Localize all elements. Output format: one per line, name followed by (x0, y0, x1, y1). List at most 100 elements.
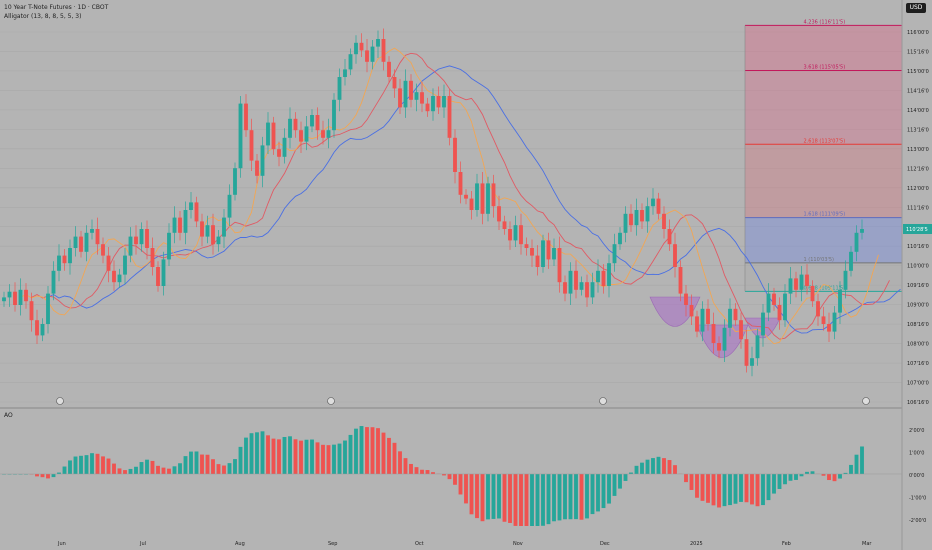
candle-body[interactable] (662, 213, 666, 229)
candle-body[interactable] (387, 61, 391, 77)
candle-body[interactable] (112, 270, 116, 283)
candle-body[interactable] (35, 320, 39, 336)
candle-body[interactable] (788, 278, 793, 294)
candle-body[interactable] (502, 221, 507, 229)
candle-body[interactable] (277, 149, 281, 157)
candle-body[interactable] (7, 291, 12, 298)
candle-body[interactable] (546, 240, 551, 260)
candle-body[interactable] (244, 103, 248, 131)
candle-body[interactable] (574, 270, 578, 290)
candle-body[interactable] (315, 115, 320, 131)
candle-body[interactable] (497, 206, 501, 222)
candle-body[interactable] (409, 80, 413, 100)
candle-body[interactable] (337, 77, 342, 100)
candle-body[interactable] (491, 183, 496, 207)
candle-body[interactable] (282, 137, 287, 157)
candle-body[interactable] (777, 305, 782, 321)
candle-body[interactable] (607, 263, 611, 286)
candle-body[interactable] (321, 130, 325, 138)
candle-body[interactable] (365, 50, 369, 62)
candle-body[interactable] (211, 225, 215, 245)
candle-body[interactable] (178, 217, 182, 233)
candle-body[interactable] (722, 327, 727, 351)
candle-body[interactable] (535, 255, 540, 267)
candle-body[interactable] (420, 92, 424, 104)
candle-body[interactable] (590, 282, 595, 298)
candle-body[interactable] (117, 274, 122, 283)
candle-body[interactable] (139, 229, 144, 245)
candle-body[interactable] (18, 289, 23, 305)
candle-body[interactable] (332, 99, 336, 131)
candle-body[interactable] (167, 232, 171, 260)
candle-body[interactable] (73, 236, 78, 248)
price-axis[interactable]: 116'00'0 115'16'0 115'00'0 114'16'0 114'00'0… (903, 30, 932, 406)
candle-body[interactable] (200, 221, 204, 237)
candle-body[interactable] (453, 137, 457, 172)
candle-body[interactable] (744, 339, 749, 366)
candle-body[interactable] (579, 282, 584, 290)
candle-body[interactable] (134, 236, 138, 245)
candle-body[interactable] (189, 202, 193, 210)
candle-body[interactable] (51, 270, 56, 294)
candle-body[interactable] (601, 270, 606, 286)
candle-body[interactable] (810, 286, 815, 302)
candle-body[interactable] (354, 42, 358, 55)
candle-body[interactable] (717, 343, 721, 351)
candle-body[interactable] (84, 232, 89, 252)
candle-body[interactable] (805, 274, 809, 286)
candle-body[interactable] (838, 289, 842, 313)
candle-body[interactable] (618, 232, 622, 245)
candle-body[interactable] (739, 320, 743, 340)
candle-body[interactable] (667, 229, 672, 245)
candle-body[interactable] (678, 267, 683, 294)
candle-body[interactable] (398, 88, 402, 108)
candle-body[interactable] (172, 217, 177, 233)
candle-body[interactable] (271, 122, 276, 150)
candle-body[interactable] (766, 293, 771, 313)
candle-body[interactable] (552, 248, 556, 260)
candle-body[interactable] (673, 244, 677, 267)
candle-body[interactable] (772, 293, 776, 305)
candle-body[interactable] (293, 118, 298, 131)
candlesticks[interactable] (2, 28, 864, 377)
candle-body[interactable] (706, 308, 710, 324)
candle-body[interactable] (310, 115, 314, 127)
candle-body[interactable] (689, 305, 694, 317)
candle-body[interactable] (508, 229, 512, 241)
symbol-title[interactable]: 10 Year T-Note Futures · 1D · CBOT (4, 4, 109, 11)
candle-body[interactable] (843, 270, 848, 290)
candle-body[interactable] (425, 103, 430, 112)
candle-body[interactable] (2, 297, 6, 302)
candle-body[interactable] (29, 301, 34, 321)
candle-body[interactable] (568, 270, 573, 294)
candle-body[interactable] (475, 183, 479, 210)
candle-body[interactable] (541, 240, 545, 267)
candle-body[interactable] (783, 293, 787, 321)
candle-body[interactable] (145, 229, 149, 248)
candle-body[interactable] (194, 202, 199, 222)
candle-body[interactable] (106, 255, 111, 271)
candle-body[interactable] (458, 172, 463, 195)
candle-body[interactable] (656, 198, 661, 214)
candle-body[interactable] (486, 183, 490, 214)
candle-body[interactable] (128, 236, 133, 256)
candle-body[interactable] (860, 229, 864, 233)
candle-body[interactable] (684, 293, 688, 305)
candle-body[interactable] (376, 39, 380, 47)
candle-body[interactable] (623, 213, 628, 233)
candle-body[interactable] (431, 96, 435, 112)
dividend-event-icon[interactable] (862, 397, 870, 405)
candle-body[interactable] (260, 145, 265, 176)
candle-body[interactable] (442, 96, 446, 108)
dividend-event-icon[interactable] (327, 397, 335, 405)
candle-body[interactable] (249, 130, 254, 161)
candle-body[interactable] (755, 335, 760, 359)
candle-body[interactable] (348, 54, 353, 70)
candle-body[interactable] (266, 122, 270, 146)
candle-body[interactable] (183, 210, 188, 233)
candle-body[interactable] (849, 251, 853, 271)
candle-body[interactable] (469, 198, 474, 210)
candle-body[interactable] (90, 229, 94, 233)
event-markers[interactable] (56, 397, 870, 405)
candle-body[interactable] (343, 69, 347, 77)
